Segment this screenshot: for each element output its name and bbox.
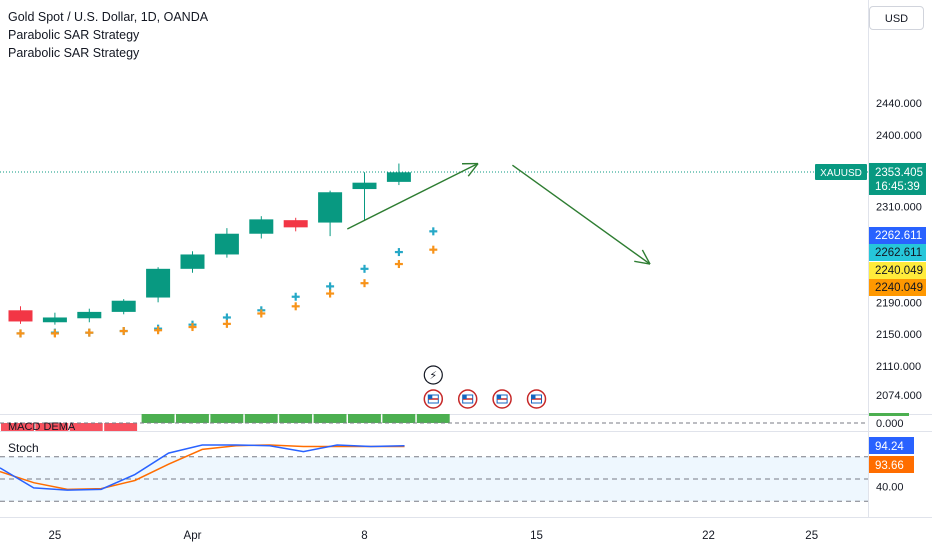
series-value-box xyxy=(869,279,926,296)
trend-arrow-down xyxy=(512,164,651,265)
candle-body xyxy=(214,233,239,255)
price-tick-label: 2400.000 xyxy=(876,130,922,142)
price-tick-label: 2150.000 xyxy=(876,329,922,341)
candle-body xyxy=(111,300,136,312)
price-tick-label: 2310.000 xyxy=(876,202,922,214)
macd-bar-green xyxy=(279,414,313,423)
time-tick-label: 22 xyxy=(702,530,715,542)
flag-icon xyxy=(428,395,433,399)
currency-button[interactable]: USD xyxy=(869,6,924,30)
series-value-label: 2262.611 xyxy=(875,230,922,242)
candle-body xyxy=(8,310,33,322)
macd-bar-green xyxy=(313,414,347,423)
macd-bar-green xyxy=(244,414,278,423)
trend-arrow-up-head xyxy=(467,163,479,177)
countdown-label: 16:45:39 xyxy=(875,181,920,193)
macd-bar-red xyxy=(69,423,103,431)
macd-bar-green xyxy=(141,414,175,423)
macd-bar-red xyxy=(35,423,69,431)
stoch-d-box xyxy=(869,456,914,473)
lightning-icon: ⚡ xyxy=(429,369,437,382)
price-tick-label: 2074.000 xyxy=(876,390,922,402)
candle-body xyxy=(318,192,343,223)
symbol-tag-box xyxy=(815,163,867,180)
candle-body xyxy=(180,254,205,269)
stoch-pane-label: Stoch xyxy=(8,441,39,455)
macd-value-marker xyxy=(869,413,909,416)
series-value-label: 2240.049 xyxy=(875,265,923,277)
candle-body xyxy=(146,268,171,298)
dividend-event-icon xyxy=(423,365,443,385)
stoch-k-label: 94.24 xyxy=(875,441,904,453)
trend-arrow-down-head xyxy=(634,260,651,265)
series-value-box xyxy=(869,244,926,261)
price-tick-label: 2110.000 xyxy=(876,361,921,373)
stoch-tick-label: 40.00 xyxy=(876,481,904,493)
flag-icon xyxy=(531,395,536,399)
series-value-box xyxy=(869,262,926,279)
macd-bar-green xyxy=(176,414,209,423)
price-tick-label: 2190.000 xyxy=(876,297,922,309)
macd-bar-red xyxy=(104,423,138,431)
time-tick-label: 15 xyxy=(530,530,543,542)
series-value-box xyxy=(869,227,926,244)
macd-bar-green xyxy=(382,414,416,423)
last-price-box xyxy=(869,162,926,195)
last-price-label: 2353.405 xyxy=(875,167,923,179)
series-value-label: 2240.049 xyxy=(875,282,923,294)
flag-icon xyxy=(497,395,502,399)
series-value-label: 2262.611 xyxy=(875,247,922,259)
candle-body xyxy=(42,317,67,323)
trend-arrow-up xyxy=(346,162,479,230)
indicator-label-2[interactable]: Parabolic SAR Strategy xyxy=(8,46,140,60)
symbol-tag: XAUUSD xyxy=(820,168,862,179)
chart-legend: Gold Spot / U.S. Dollar, 1D, OANDA Parab… xyxy=(8,8,208,62)
macd-bar-green xyxy=(348,414,381,423)
macd-bar-green xyxy=(210,414,244,423)
macd-bar-red xyxy=(1,423,34,431)
indicator-label-1[interactable]: Parabolic SAR Strategy xyxy=(8,28,140,42)
stoch-k-line xyxy=(0,444,405,491)
stoch-d-label: 93.66 xyxy=(875,460,904,472)
trend-arrow-down-head xyxy=(641,249,651,265)
macd-zero-label: 0.000 xyxy=(876,418,904,430)
stoch-k-box xyxy=(869,437,914,454)
time-tick-label: 25 xyxy=(49,530,62,542)
time-tick-label: Apr xyxy=(184,530,202,542)
candle-body xyxy=(386,172,411,182)
time-tick-label: 25 xyxy=(805,530,818,542)
candle-body xyxy=(77,311,102,319)
macd-bar-green xyxy=(416,414,450,423)
candle-body xyxy=(352,182,377,190)
macd-label: MACD DEMA xyxy=(8,421,76,433)
candle-body xyxy=(249,219,274,234)
time-tick-label: 8 xyxy=(361,530,367,542)
flag-icon xyxy=(462,395,467,399)
candle-body xyxy=(283,220,308,228)
price-tick-label: 2440.000 xyxy=(876,98,922,110)
symbol-title: Gold Spot / U.S. Dollar, 1D, OANDA xyxy=(8,10,209,24)
